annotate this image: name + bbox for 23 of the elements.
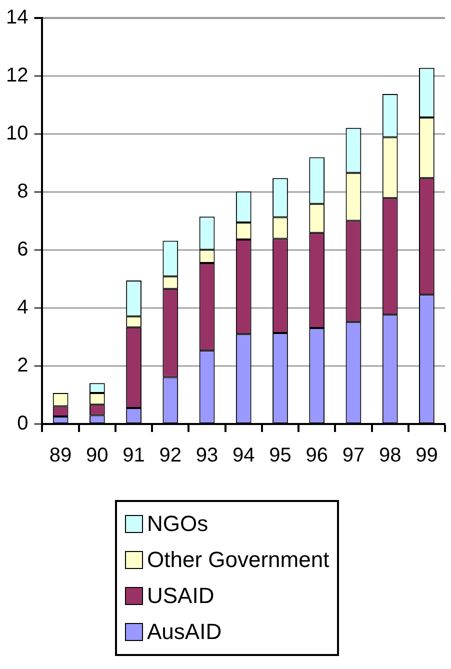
y-tick-label: 12 [6, 64, 28, 87]
x-tick-label: 94 [232, 444, 255, 467]
x-tick-label: 96 [306, 444, 328, 467]
x-tick-label: 98 [378, 444, 402, 467]
y-tick-label: 6 [17, 238, 28, 261]
y-tick-label: 2 [17, 354, 28, 377]
y-tick-label: 8 [17, 180, 28, 203]
x-tick-label: 89 [49, 444, 72, 467]
y-tick-label: 14 [6, 6, 28, 29]
x-tick-label: 95 [269, 444, 292, 467]
x-tick-label: 99 [416, 444, 438, 467]
legend-label: USAID [147, 583, 214, 609]
x-tick-label: 93 [196, 444, 218, 467]
y-tick-label: 0 [17, 412, 28, 435]
x-tick-label: 91 [122, 444, 145, 467]
x-tick-label: 90 [86, 444, 108, 467]
x-tick-label: 92 [159, 444, 182, 467]
legend-label: AusAID [147, 619, 222, 645]
x-tick-label: 97 [342, 444, 365, 467]
legend-label: NGOs [147, 511, 208, 537]
y-tick-label: 10 [6, 122, 28, 145]
y-tick-label: 4 [17, 296, 28, 319]
legend-label: Other Government [147, 547, 330, 573]
